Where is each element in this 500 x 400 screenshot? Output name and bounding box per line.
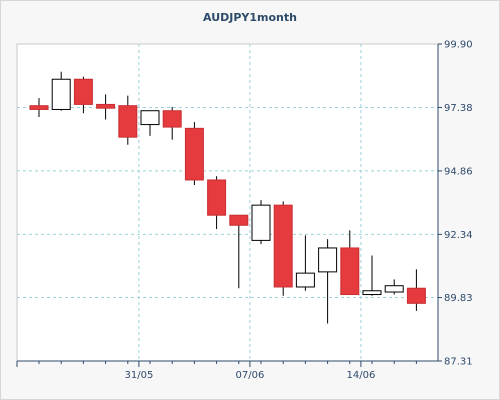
- candle: [362, 255, 382, 296]
- y-tick-label: 87.31: [444, 357, 473, 368]
- candle: [251, 200, 271, 245]
- candle-body-up: [384, 285, 404, 293]
- candle: [318, 239, 338, 324]
- candle: [340, 230, 360, 296]
- candle-body-up: [318, 247, 338, 273]
- y-tick-label: 99.90: [444, 40, 473, 51]
- x-tick-label: 14/06: [346, 370, 375, 381]
- candle: [140, 110, 160, 136]
- candle: [96, 94, 116, 120]
- candle: [229, 214, 249, 289]
- candle-body-up: [295, 272, 315, 288]
- candle: [273, 201, 293, 296]
- candles: [29, 71, 426, 324]
- candle: [162, 106, 182, 140]
- candle: [384, 279, 404, 295]
- candle-body-up: [51, 78, 71, 110]
- x-tick-label: 07/06: [235, 370, 264, 381]
- candle-body-up: [140, 110, 160, 126]
- candle-body-down: [162, 110, 182, 128]
- candle: [29, 98, 49, 118]
- y-tick-label: 92.34: [444, 230, 473, 241]
- candle-body-down: [29, 105, 49, 110]
- candle-body-down: [229, 214, 249, 226]
- candle-body-down: [340, 247, 360, 296]
- candle: [295, 235, 315, 291]
- candle-body-up: [362, 290, 382, 296]
- candle: [73, 76, 93, 114]
- y-axis: 99.90 97.38 94.86 92.34 89.83 87.31: [437, 40, 473, 368]
- candle-body-down: [207, 179, 227, 216]
- candle: [207, 176, 227, 230]
- candle: [184, 122, 204, 186]
- candle-body-down: [184, 127, 204, 181]
- x-axis: 31/05 07/06 14/06: [16, 360, 438, 381]
- candle: [118, 95, 138, 145]
- x-tick-label: 31/05: [124, 370, 153, 381]
- grid-lines: [17, 44, 438, 361]
- candle: [406, 269, 426, 311]
- candle: [51, 71, 71, 111]
- y-tick-label: 89.83: [444, 293, 473, 304]
- candle-body-down: [273, 204, 293, 288]
- candle-body-down: [96, 103, 116, 109]
- candle-body-down: [118, 105, 138, 138]
- candle-body-down: [406, 287, 426, 304]
- chart-title: AUDJPY1month: [203, 11, 297, 24]
- candle-body-up: [251, 204, 271, 241]
- y-tick-label: 94.86: [444, 166, 473, 177]
- y-tick-label: 97.38: [444, 103, 473, 114]
- candle-body-down: [73, 78, 93, 105]
